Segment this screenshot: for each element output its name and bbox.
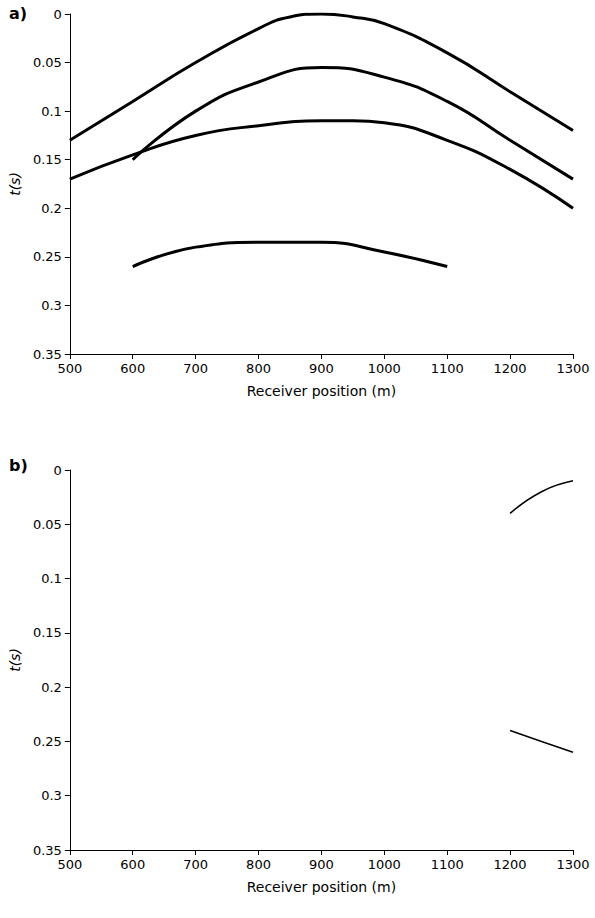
- svg-text:700: 700: [183, 361, 208, 376]
- svg-text:800: 800: [246, 857, 271, 872]
- svg-text:500: 500: [57, 857, 82, 872]
- svg-text:1100: 1100: [431, 857, 464, 872]
- svg-text:0.1: 0.1: [41, 571, 62, 586]
- svg-text:500: 500: [57, 361, 82, 376]
- svg-text:1000: 1000: [368, 857, 401, 872]
- svg-text:t(s): t(s): [7, 648, 23, 672]
- svg-text:0: 0: [54, 7, 62, 22]
- svg-text:800: 800: [246, 361, 271, 376]
- svg-text:900: 900: [309, 857, 334, 872]
- svg-text:0.05: 0.05: [33, 517, 62, 532]
- svg-text:0.25: 0.25: [33, 249, 62, 264]
- svg-text:0.2: 0.2: [41, 201, 62, 216]
- svg-text:900: 900: [309, 361, 334, 376]
- svg-text:b): b): [9, 456, 28, 475]
- svg-text:t(s): t(s): [7, 172, 23, 196]
- svg-text:1200: 1200: [494, 857, 527, 872]
- svg-text:0.35: 0.35: [33, 843, 62, 858]
- svg-text:700: 700: [183, 857, 208, 872]
- svg-text:0.15: 0.15: [33, 625, 62, 640]
- svg-text:1200: 1200: [494, 361, 527, 376]
- svg-text:Receiver position (m): Receiver position (m): [247, 383, 396, 399]
- svg-text:0.3: 0.3: [41, 298, 62, 313]
- svg-text:0.35: 0.35: [33, 347, 62, 362]
- svg-text:0.15: 0.15: [33, 152, 62, 167]
- svg-text:1300: 1300: [556, 361, 589, 376]
- svg-text:600: 600: [120, 857, 145, 872]
- svg-text:1100: 1100: [431, 361, 464, 376]
- svg-text:1300: 1300: [556, 857, 589, 872]
- svg-text:600: 600: [120, 361, 145, 376]
- svg-text:Receiver position (m): Receiver position (m): [247, 879, 396, 895]
- svg-text:1000: 1000: [368, 361, 401, 376]
- svg-text:0: 0: [54, 463, 62, 478]
- svg-text:a): a): [9, 4, 27, 23]
- svg-text:0.3: 0.3: [41, 788, 62, 803]
- svg-text:0.25: 0.25: [33, 734, 62, 749]
- svg-text:0.2: 0.2: [41, 680, 62, 695]
- svg-text:0.1: 0.1: [41, 104, 62, 119]
- svg-text:0.05: 0.05: [33, 55, 62, 70]
